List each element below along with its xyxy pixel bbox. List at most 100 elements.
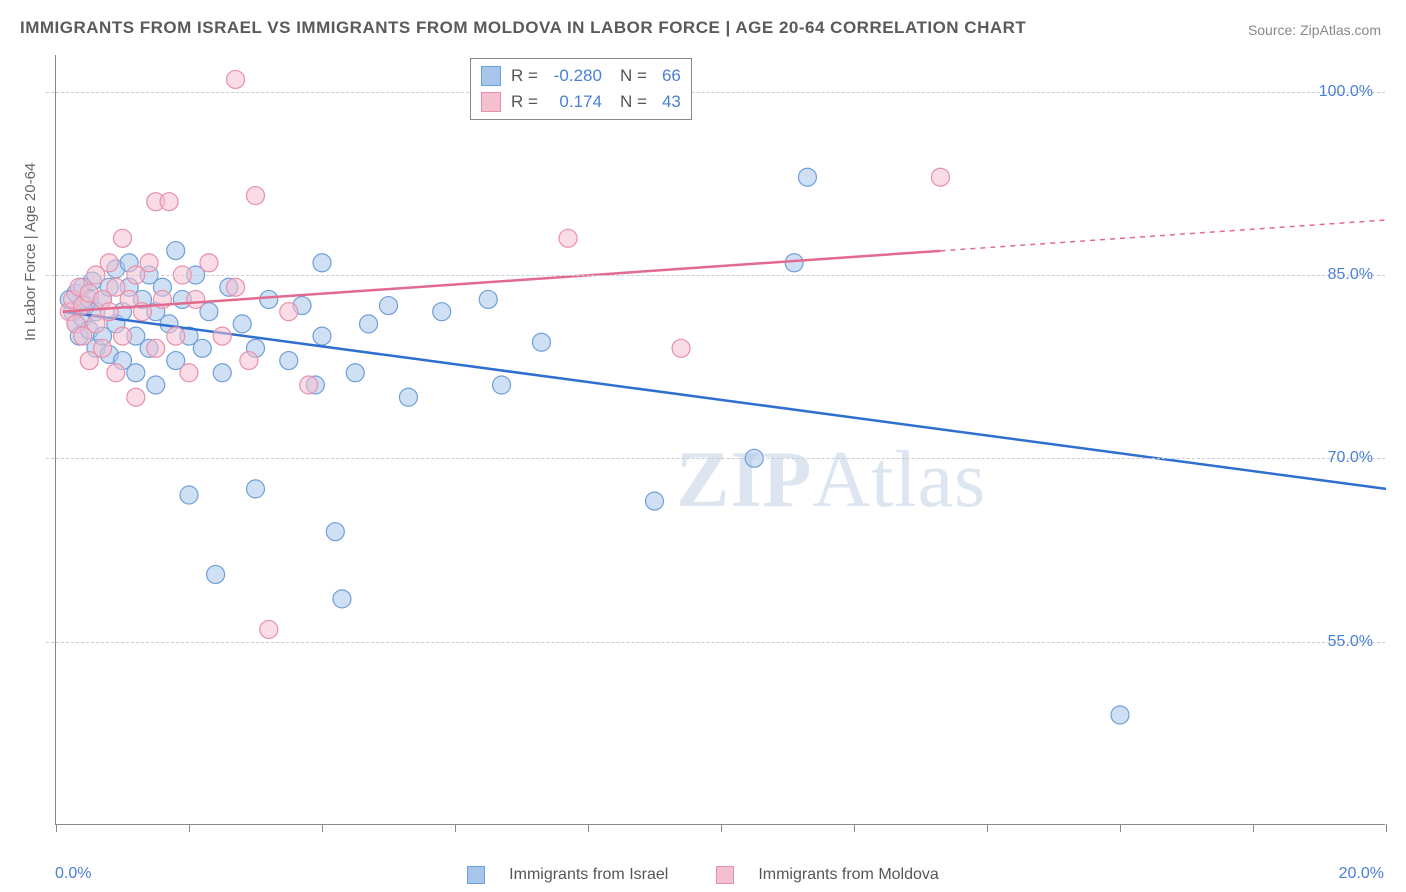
data-point [399, 388, 417, 406]
x-tick [455, 824, 456, 832]
r-label: R = [511, 66, 538, 86]
x-tick [721, 824, 722, 832]
x-axis-min-label: 0.0% [55, 865, 91, 883]
data-point [280, 352, 298, 370]
data-point [160, 193, 178, 211]
legend-item: Immigrants from Moldova [704, 866, 951, 883]
data-point [114, 229, 132, 247]
y-axis-title: In Labor Force | Age 20-64 [22, 163, 39, 341]
trend-line-extrapolated [940, 220, 1386, 251]
data-point [380, 297, 398, 315]
x-tick [854, 824, 855, 832]
data-point [785, 254, 803, 272]
x-tick [588, 824, 589, 832]
data-point [147, 339, 165, 357]
data-point [100, 303, 118, 321]
data-point [247, 480, 265, 498]
y-tick-label: 100.0% [1319, 83, 1373, 101]
data-point [333, 590, 351, 608]
legend-label: Immigrants from Israel [509, 866, 668, 883]
data-point [532, 333, 550, 351]
data-point [200, 254, 218, 272]
data-point [672, 339, 690, 357]
source-attribution: Source: ZipAtlas.com [1248, 22, 1381, 38]
legend-label: Immigrants from Moldova [758, 866, 939, 883]
data-point [493, 376, 511, 394]
chart-title: IMMIGRANTS FROM ISRAEL VS IMMIGRANTS FRO… [20, 18, 1026, 38]
data-point [313, 254, 331, 272]
plot-svg [56, 55, 1385, 824]
data-point [127, 388, 145, 406]
series-swatch [481, 92, 501, 112]
r-label: R = [511, 92, 538, 112]
n-value: 43 [651, 92, 681, 112]
data-point [207, 565, 225, 583]
data-point [360, 315, 378, 333]
x-tick [1386, 824, 1387, 832]
data-point [100, 254, 118, 272]
data-point [313, 327, 331, 345]
data-point [167, 327, 185, 345]
data-point [1111, 706, 1129, 724]
legend-bottom: Immigrants from Israel Immigrants from Mo… [0, 866, 1406, 884]
x-tick [1253, 824, 1254, 832]
data-point [240, 352, 258, 370]
data-point [280, 303, 298, 321]
data-point [798, 168, 816, 186]
data-point [559, 229, 577, 247]
n-label: N = [620, 66, 647, 86]
correlation-stats-box: R =-0.280 N =66 R =0.174 N =43 [470, 58, 692, 120]
gridline [46, 92, 1385, 93]
data-point [479, 290, 497, 308]
data-point [180, 364, 198, 382]
data-point [646, 492, 664, 510]
r-value: 0.174 [542, 92, 602, 112]
x-tick [1120, 824, 1121, 832]
x-tick [56, 824, 57, 832]
data-point [233, 315, 251, 333]
x-tick [987, 824, 988, 832]
legend-swatch [716, 866, 734, 884]
n-value: 66 [651, 66, 681, 86]
data-point [140, 254, 158, 272]
data-point [300, 376, 318, 394]
x-tick [189, 824, 190, 832]
legend-item: Immigrants from Israel [455, 866, 680, 883]
chart-plot-area: ZIPAtlas 55.0%70.0%85.0%100.0% [55, 55, 1385, 825]
data-point [227, 70, 245, 88]
data-point [260, 290, 278, 308]
data-point [346, 364, 364, 382]
data-point [213, 327, 231, 345]
data-point [227, 278, 245, 296]
data-point [94, 339, 112, 357]
x-axis-max-label: 20.0% [1339, 865, 1384, 883]
data-point [107, 364, 125, 382]
gridline [46, 642, 1385, 643]
stats-row: R =0.174 N =43 [481, 89, 681, 115]
y-tick-label: 55.0% [1328, 633, 1373, 651]
data-point [167, 242, 185, 260]
trend-line [63, 312, 1386, 489]
gridline [46, 275, 1385, 276]
data-point [114, 327, 132, 345]
data-point [213, 364, 231, 382]
data-point [931, 168, 949, 186]
y-tick-label: 85.0% [1328, 266, 1373, 284]
y-tick-label: 70.0% [1328, 449, 1373, 467]
r-value: -0.280 [542, 66, 602, 86]
data-point [247, 187, 265, 205]
stats-row: R =-0.280 N =66 [481, 63, 681, 89]
data-point [433, 303, 451, 321]
data-point [147, 376, 165, 394]
data-point [187, 290, 205, 308]
n-label: N = [620, 92, 647, 112]
data-point [193, 339, 211, 357]
data-point [127, 364, 145, 382]
data-point [326, 523, 344, 541]
data-point [260, 620, 278, 638]
data-point [180, 486, 198, 504]
gridline [46, 458, 1385, 459]
legend-swatch [467, 866, 485, 884]
x-tick [322, 824, 323, 832]
series-swatch [481, 66, 501, 86]
